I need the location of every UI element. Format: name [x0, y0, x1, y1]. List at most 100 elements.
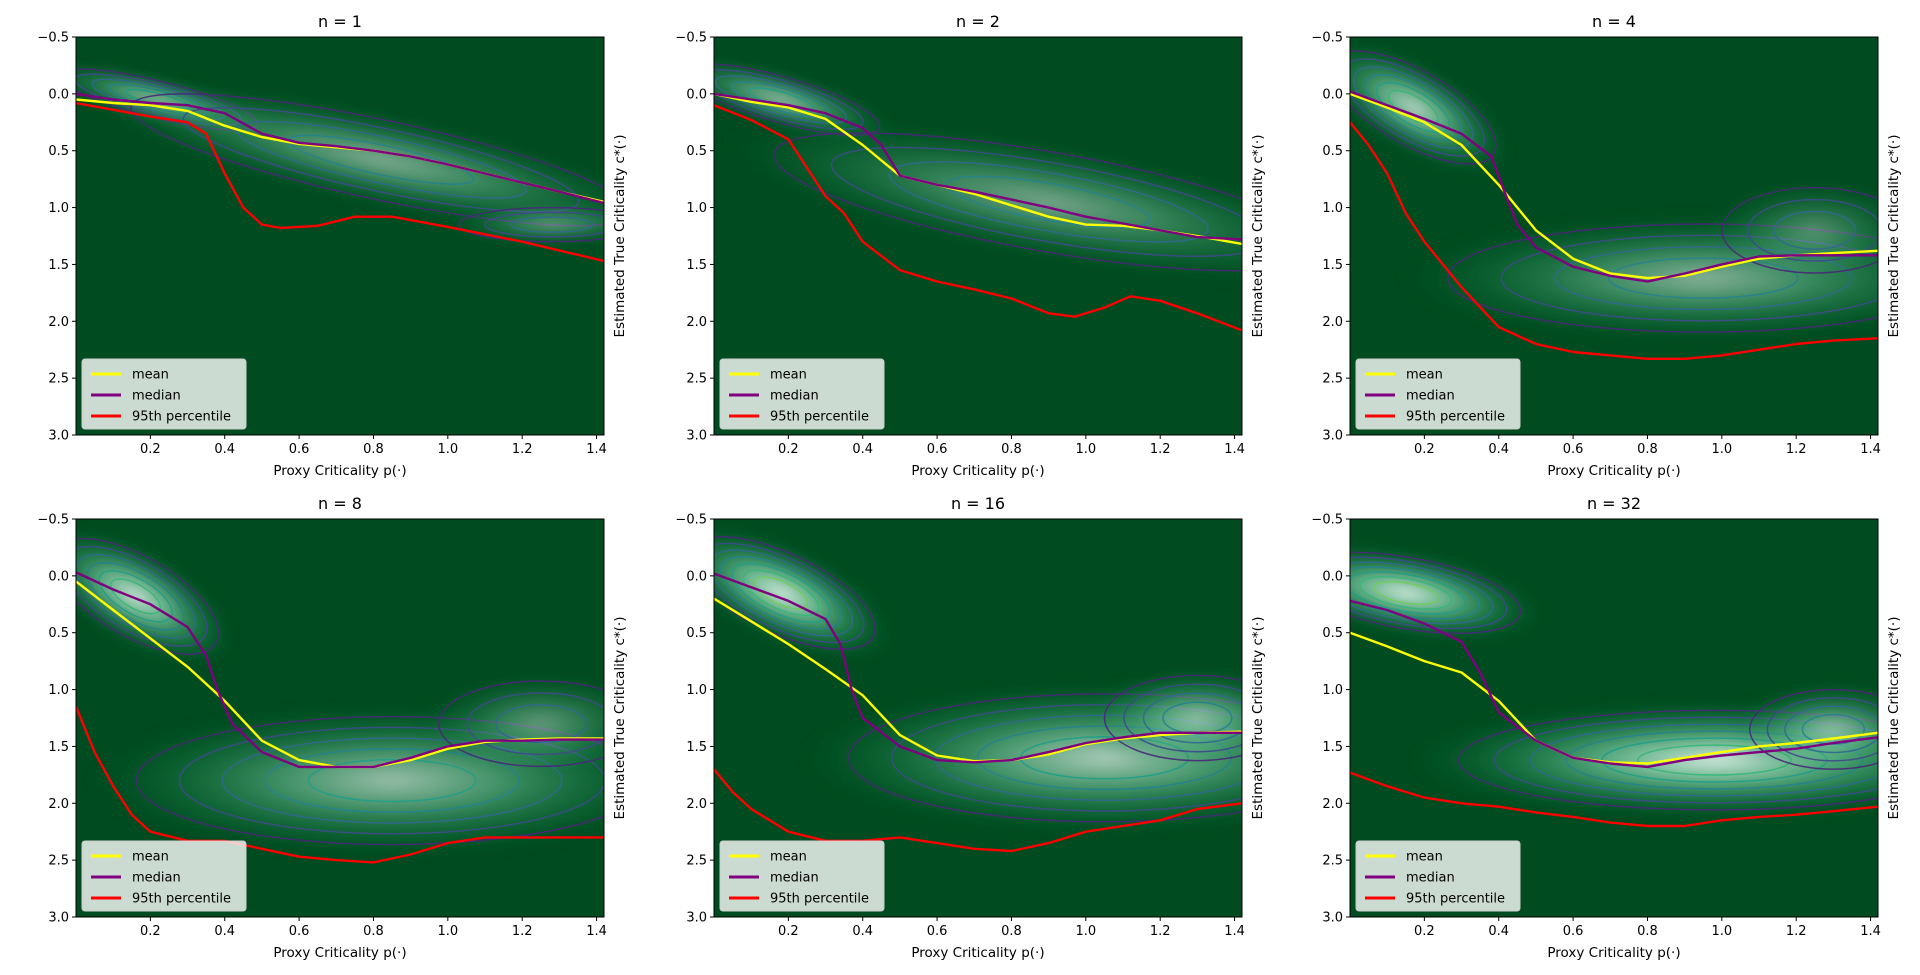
x-tick-label: 0.4 [214, 924, 235, 939]
contour-line [1350, 556, 1508, 630]
legend: mean median 95th percentile [81, 840, 247, 912]
median-line [1350, 599, 1878, 769]
x-tick-label: 0.6 [927, 924, 948, 939]
median-line [714, 572, 1242, 764]
contour-line [773, 132, 1242, 272]
contour-line [1721, 186, 1878, 274]
y-tick-label: 0.5 [1322, 626, 1343, 641]
density-layer [714, 525, 1242, 853]
x-tick-label: 1.4 [1860, 924, 1881, 939]
contour-line [307, 758, 477, 803]
legend-label-p95: 95th percentile [770, 892, 869, 907]
density-layer [1350, 39, 1878, 360]
subplot-5: 0.2 0.4 0.6 0.8 1.0 1.2 1.4 −0.5 0.0 0.5 1.0 1.5 2.0… [675, 494, 1266, 961]
y-axis-label: Estimated True Criticality c*(·) [612, 617, 628, 820]
x-tick-label: 0.6 [289, 924, 310, 939]
contour-line [714, 542, 865, 644]
contour-line [714, 75, 848, 124]
legend-label-p95: 95th percentile [1406, 892, 1505, 907]
y-axis-label: Estimated True Criticality c*(·) [1250, 135, 1266, 338]
legend: mean median 95th percentile [719, 358, 885, 430]
y-tick-label: 0.0 [686, 87, 707, 102]
y-tick-label: 1.5 [686, 258, 707, 273]
contour-line [1493, 716, 1878, 804]
contour-line [731, 562, 831, 623]
y-tick-label: 0.5 [686, 144, 707, 159]
y-tick-label: 0.0 [686, 569, 707, 584]
x-tick-label: 1.0 [1711, 924, 1732, 939]
density-blob [418, 672, 604, 775]
x-tick-label: 1.4 [586, 442, 607, 457]
x-tick-label: 1.2 [512, 924, 533, 939]
contour-line [1350, 58, 1485, 157]
y-tick-label: −0.5 [1311, 513, 1343, 528]
contour-line [1500, 234, 1878, 322]
contour-line [466, 692, 604, 756]
y-tick-label: 3.0 [686, 429, 707, 444]
contour-line [129, 93, 604, 227]
x-tick-label: 1.2 [1786, 924, 1807, 939]
subplot-2: 0.2 0.4 0.6 0.8 1.0 1.2 1.4 −0.5 0.0 0.5 1.0 1.5 2.0… [675, 12, 1266, 479]
y-tick-label: 3.0 [48, 911, 69, 926]
contour-line [510, 216, 594, 233]
y-tick-label: 2.5 [686, 372, 707, 387]
density-blob [1733, 681, 1878, 778]
y-tick-label: 0.5 [1322, 144, 1343, 159]
p95-line [76, 101, 604, 263]
contour-line [1103, 674, 1242, 762]
y-axis-label: Estimated True Criticality c*(·) [1886, 135, 1902, 338]
y-tick-label: −0.5 [675, 513, 707, 528]
legend-label-p95: 95th percentile [132, 892, 231, 907]
legend-box [719, 840, 885, 912]
contour-line [1350, 561, 1494, 625]
x-tick-label: 1.4 [586, 924, 607, 939]
x-tick-label: 0.8 [1001, 924, 1022, 939]
legend-label-p95: 95th percentile [770, 410, 869, 425]
contour-line [1372, 580, 1439, 605]
y-tick-label: 0.5 [48, 626, 69, 641]
x-tick-label: 0.6 [289, 442, 310, 457]
p95-line [1350, 771, 1878, 828]
contour-line [182, 107, 580, 213]
y-tick-label: 3.0 [48, 429, 69, 444]
contour-line [1350, 571, 1467, 615]
x-tick-label: 0.2 [1414, 924, 1435, 939]
x-tick-label: 0.8 [1637, 442, 1658, 457]
subplot-title: n = 32 [1587, 494, 1641, 513]
y-tick-label: 1.5 [686, 740, 707, 755]
density-layer [76, 62, 604, 263]
legend-label-mean: mean [1406, 850, 1443, 865]
legend-label-mean: mean [132, 368, 169, 383]
density-glow [418, 672, 604, 775]
legend-label-median: median [1406, 871, 1455, 886]
density-blob [440, 204, 604, 246]
density-glow [76, 526, 236, 666]
contour-line [753, 576, 809, 610]
density-glow [714, 525, 894, 661]
x-tick-label: 0.2 [778, 442, 799, 457]
contour-line [1458, 709, 1878, 811]
legend-box [81, 358, 247, 430]
y-tick-label: 2.5 [1322, 372, 1343, 387]
y-tick-label: 1.5 [1322, 740, 1343, 755]
x-tick-label: 1.0 [1075, 924, 1096, 939]
contour-line [1387, 89, 1439, 126]
legend-box [1355, 840, 1521, 912]
x-tick-label: 1.4 [1224, 924, 1245, 939]
subplot-1: 0.2 0.4 0.6 0.8 1.0 1.2 1.4 −0.5 0.0 0.5 1.0 1.5 2.0… [37, 12, 628, 479]
density-glow [1350, 544, 1544, 642]
x-tick-label: 0.6 [1563, 924, 1584, 939]
legend-label-mean: mean [132, 850, 169, 865]
contour-line [221, 737, 563, 824]
x-tick-label: 1.2 [512, 442, 533, 457]
x-axis-label: Proxy Criticality p(·) [1547, 945, 1680, 961]
axes-frame [75, 518, 605, 918]
y-tick-label: 2.0 [48, 797, 69, 812]
x-axis-label: Proxy Criticality p(·) [911, 945, 1044, 961]
density-glow [80, 80, 604, 239]
contour-line [1529, 723, 1878, 797]
p95-line [1350, 121, 1878, 360]
contour-line [830, 146, 1242, 258]
subplot-title: n = 1 [318, 12, 362, 31]
contour-line [458, 206, 604, 243]
